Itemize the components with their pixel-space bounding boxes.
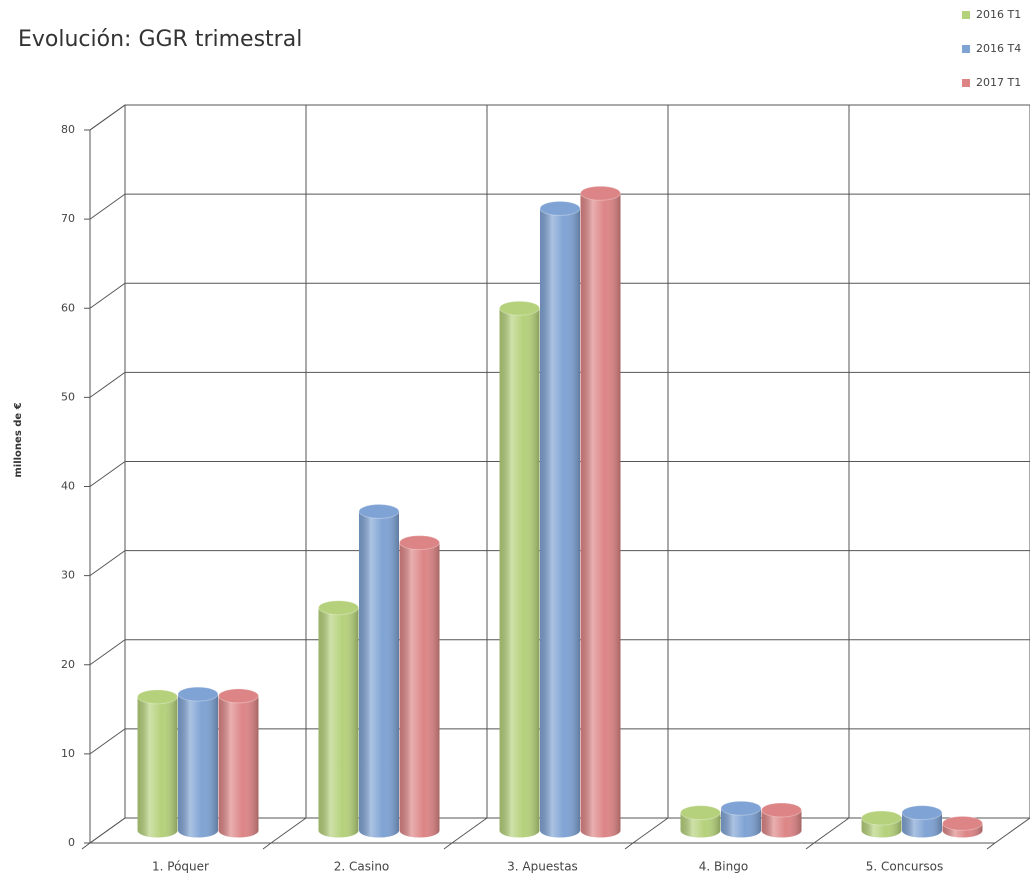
legend-swatch	[962, 45, 970, 53]
bar-top	[580, 185, 621, 201]
bar-top	[399, 535, 440, 551]
bar-top	[177, 686, 219, 702]
category-tick	[262, 842, 272, 850]
category-tick	[81, 842, 91, 850]
x-tick-label: 3. Apuestas	[507, 860, 578, 874]
side-grid-line	[89, 193, 126, 220]
bar-top	[720, 800, 762, 816]
x-tick-label: 4. Bingo	[699, 860, 748, 874]
bar-top	[942, 815, 983, 831]
floor-line	[994, 817, 1030, 844]
y-tick-label: 60	[61, 301, 75, 314]
side-grid-line	[89, 282, 126, 309]
bar-top	[358, 503, 400, 519]
chart-title: Evolución: GGR trimestral	[18, 27, 302, 52]
bar-top	[137, 689, 178, 705]
legend-label: 2016 T1	[976, 8, 1021, 21]
legend-swatch	[962, 79, 970, 87]
y-tick-label: 30	[61, 569, 75, 582]
side-grid-line	[89, 728, 126, 755]
floor-line	[813, 817, 850, 844]
side-grid-line	[89, 550, 126, 577]
side-grid-line	[89, 817, 126, 844]
x-tick-label: 2. Casino	[334, 860, 390, 874]
y-tick-label: 50	[61, 390, 75, 403]
bar-shade	[580, 193, 621, 838]
x-tick-label: 1. Póquer	[152, 860, 209, 874]
bar-shade	[178, 694, 218, 838]
y-axis-label: millones de €	[13, 402, 24, 477]
bar-shade	[680, 812, 721, 838]
y-tick-label: 40	[61, 480, 75, 493]
y-tick-label: 70	[61, 212, 75, 225]
category-tick	[443, 842, 453, 850]
bar-shade	[540, 208, 580, 838]
bar-shade	[399, 542, 440, 838]
bar-shade	[218, 695, 259, 838]
bar-shade	[318, 607, 359, 838]
y-tick-label: 10	[61, 747, 75, 760]
side-grid-line	[89, 461, 126, 487]
y-tick-label: 0	[68, 836, 75, 849]
legend-label: 2017 T1	[976, 76, 1021, 89]
bar-shade	[761, 810, 802, 838]
bar-top	[761, 802, 802, 818]
floor-line	[270, 817, 307, 844]
bar-top	[539, 200, 581, 216]
bar-shade	[359, 511, 399, 838]
floor-line	[632, 817, 669, 844]
bar-shade	[721, 808, 761, 838]
bar-top	[901, 805, 943, 821]
legend-swatch	[962, 11, 970, 19]
y-tick-label: 80	[61, 123, 75, 136]
bar-shade	[902, 812, 942, 838]
side-grid-line	[89, 639, 126, 666]
bar-shade	[137, 696, 178, 838]
floor-line	[451, 817, 488, 844]
legend-label: 2016 T4	[976, 42, 1021, 55]
category-tick	[805, 842, 815, 850]
side-grid-line	[89, 371, 126, 398]
bar-top	[218, 688, 259, 704]
side-grid-line	[89, 104, 126, 131]
x-tick-label: 5. Concursos	[866, 860, 944, 874]
bar-top	[680, 805, 721, 821]
category-tick	[986, 842, 996, 850]
category-tick	[624, 842, 634, 850]
bar-top	[861, 810, 902, 826]
bar-top	[318, 600, 359, 616]
bar-top	[499, 300, 540, 316]
y-tick-label: 20	[61, 658, 75, 671]
bar-shade	[499, 308, 540, 838]
